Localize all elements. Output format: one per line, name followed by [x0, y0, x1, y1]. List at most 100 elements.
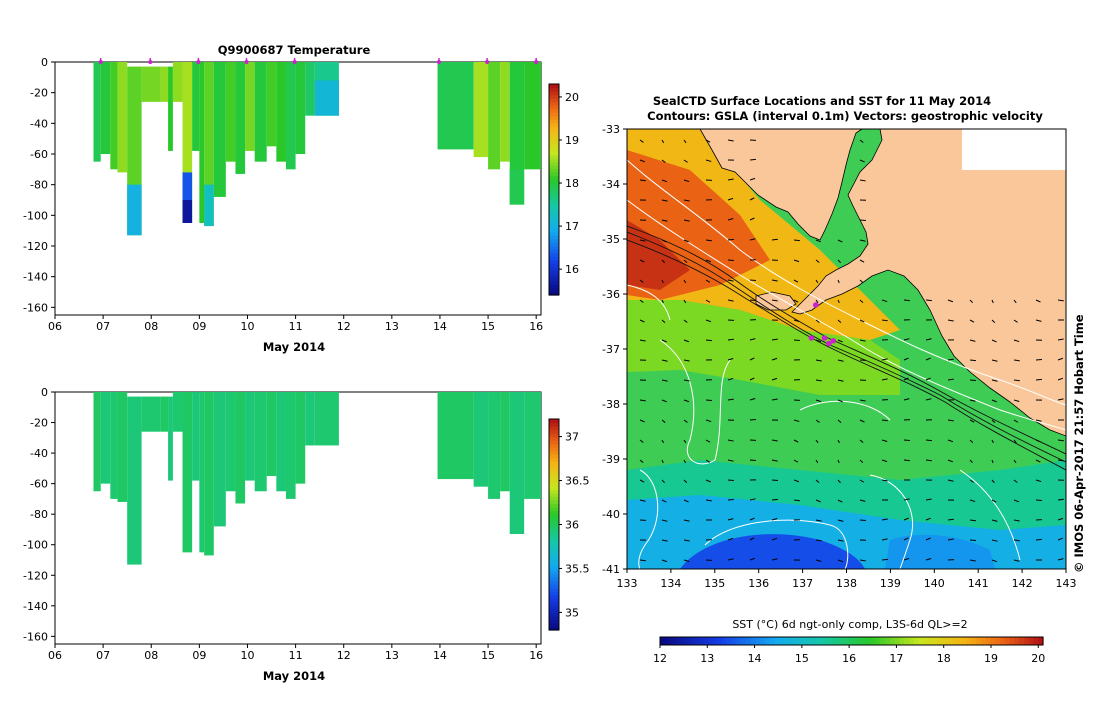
cast-column	[214, 392, 226, 526]
colorbar-segment	[549, 577, 559, 581]
colorbar-segment	[670, 637, 675, 645]
sst-map-subtitle: Contours: GSLA (interval 0.1m) Vectors: …	[647, 109, 1043, 123]
colorbar-segment	[549, 437, 559, 441]
velocity-vector	[1036, 359, 1042, 360]
colorbar-tick-label: 17	[565, 220, 579, 233]
colorbar-segment	[549, 109, 559, 113]
colorbar-segment	[713, 637, 718, 645]
colorbar-segment	[549, 105, 559, 109]
cast-column	[199, 62, 204, 223]
colorbar-segment	[919, 637, 924, 645]
colorbar-segment	[1019, 637, 1024, 645]
colorbar-segment	[549, 563, 559, 567]
colorbar-segment	[549, 532, 559, 536]
surface-marker-dot	[196, 60, 200, 64]
cast-column	[173, 392, 183, 432]
colorbar-segment	[549, 186, 559, 190]
x-tick-label: 14	[433, 320, 447, 333]
colorbar-segment	[549, 623, 559, 627]
x-tick-label: 08	[144, 320, 158, 333]
colorbar-segment	[549, 426, 559, 430]
cast-column	[276, 392, 286, 491]
colorbar-segment	[549, 528, 559, 532]
colorbar-segment	[780, 637, 785, 645]
colorbar-segment	[852, 637, 857, 645]
cast-column	[226, 392, 236, 491]
velocity-vector	[750, 280, 756, 281]
x-tick-label: 10	[240, 320, 254, 333]
colorbar-segment	[962, 637, 967, 645]
seal-location	[822, 335, 828, 341]
colorbar-segment	[549, 228, 559, 232]
colorbar-segment	[549, 461, 559, 465]
colorbar-segment	[549, 253, 559, 257]
cast-column	[142, 397, 161, 432]
colorbar-segment	[549, 556, 559, 560]
colorbar-segment	[832, 637, 837, 645]
cast-column	[173, 62, 183, 102]
velocity-vector	[794, 240, 800, 241]
colorbar-tick-label: 20	[1031, 652, 1045, 665]
colorbar-segment	[549, 175, 559, 179]
colorbar-segment	[549, 581, 559, 585]
x-tick-label: 06	[48, 649, 62, 662]
cast-column	[524, 62, 541, 169]
colorbar-segment	[549, 507, 559, 511]
colorbar-segment	[549, 419, 559, 423]
colorbar-segment	[549, 514, 559, 518]
colorbar-segment	[549, 130, 559, 134]
colorbar-segment	[549, 95, 559, 99]
colorbar-tick-label: 14	[748, 652, 762, 665]
colorbar-segment	[1014, 637, 1019, 645]
cast-column	[161, 67, 168, 102]
colorbar-tick-label: 19	[984, 652, 998, 665]
colorbar-segment	[549, 126, 559, 130]
colorbar-segment	[549, 204, 559, 208]
colorbar-segment	[847, 637, 852, 645]
colorbar-segment	[549, 91, 559, 95]
velocity-vector	[970, 360, 976, 361]
colorbar-segment	[895, 637, 900, 645]
colorbar-segment	[871, 637, 876, 645]
y-tick-label: -100	[23, 539, 48, 552]
cast-column	[118, 392, 128, 502]
colorbar-tick-label: 35	[565, 606, 579, 619]
colorbar-segment	[549, 214, 559, 218]
cast-column	[296, 392, 306, 484]
colorbar-segment	[957, 637, 962, 645]
cast-column	[255, 62, 267, 162]
y-tick-label: -140	[23, 271, 48, 284]
colorbar-segment	[775, 637, 780, 645]
colorbar-segment	[549, 584, 559, 588]
colorbar-segment	[549, 549, 559, 553]
colorbar-segment	[549, 454, 559, 458]
seal-location	[826, 341, 832, 347]
sst-colorbar-label: SST (°C) 6d ngt-only comp, L3S-6d QL>=2	[732, 618, 967, 631]
cast-column	[110, 392, 117, 499]
colorbar-segment	[549, 598, 559, 602]
x-tick-label: 16	[529, 320, 543, 333]
colorbar-segment	[549, 588, 559, 592]
colorbar-segment	[549, 246, 559, 250]
colorbar-segment	[942, 637, 947, 645]
colorbar-segment	[684, 637, 689, 645]
colorbar-segment	[549, 521, 559, 525]
colorbar-segment	[549, 190, 559, 194]
colorbar-segment	[722, 637, 727, 645]
y-tick-label: -40	[602, 508, 620, 521]
cast-column	[142, 67, 161, 102]
seal-location	[809, 335, 815, 341]
cast-column	[315, 392, 339, 445]
colorbar-segment	[549, 465, 559, 469]
colorbar-segment	[899, 637, 904, 645]
colorbar-segment	[1009, 637, 1014, 645]
colorbar-segment	[679, 637, 684, 645]
surface-marker-dot	[485, 60, 489, 64]
velocity-vector	[728, 499, 734, 500]
velocity-vector	[970, 380, 976, 381]
cast-column	[118, 62, 128, 172]
colorbar-tick-label: 18	[937, 652, 951, 665]
